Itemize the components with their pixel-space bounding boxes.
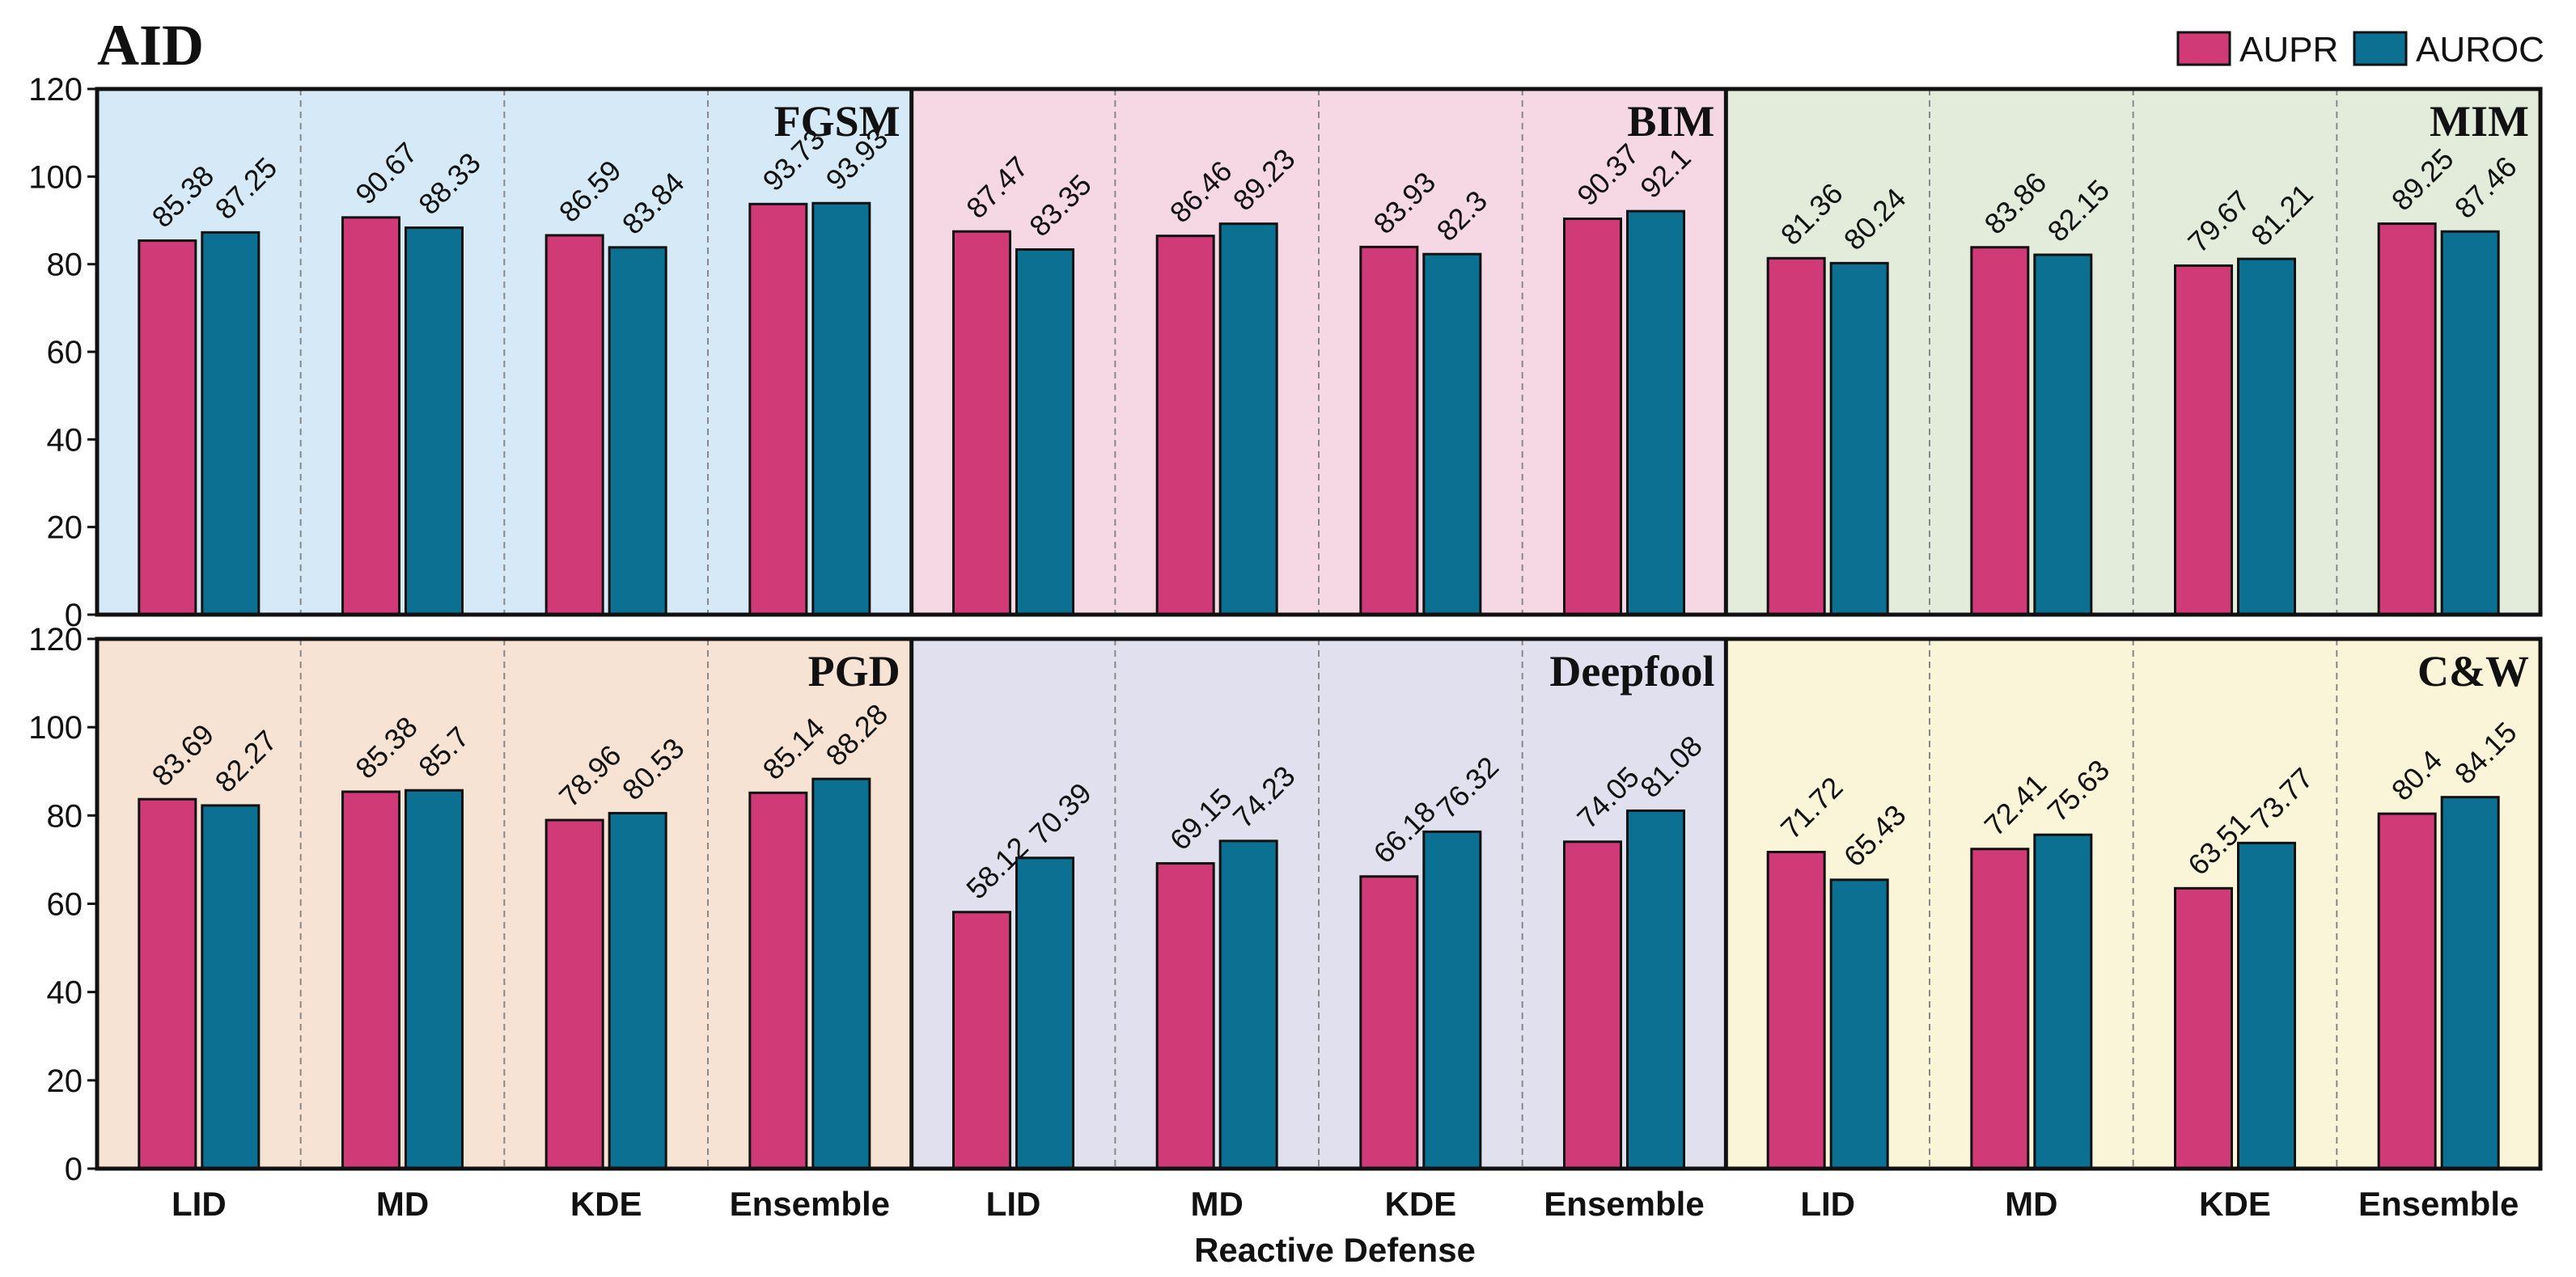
bar-aupr bbox=[2377, 222, 2437, 616]
panel-title: PGD bbox=[808, 647, 900, 696]
category-label: LID bbox=[1800, 1185, 1855, 1223]
bar-aupr bbox=[748, 202, 808, 616]
y-tick-label: 40 bbox=[47, 975, 83, 1011]
bar-auroc bbox=[1626, 209, 1685, 616]
bar-auroc bbox=[1015, 248, 1074, 616]
y-tick-label: 0 bbox=[65, 598, 83, 633]
bar-aupr bbox=[1359, 875, 1419, 1170]
legend: AUPR AUROC bbox=[2176, 30, 2544, 70]
legend-label-auroc: AUROC bbox=[2416, 30, 2544, 70]
bar-aupr bbox=[1970, 246, 2030, 616]
y-tick-label: 120 bbox=[28, 72, 83, 108]
bar-auroc bbox=[1015, 856, 1074, 1170]
y-tick-label: 80 bbox=[47, 247, 83, 283]
bar-auroc bbox=[2237, 841, 2296, 1170]
category-label: LID bbox=[172, 1185, 227, 1223]
category-label: KDE bbox=[570, 1185, 642, 1223]
bar-aupr bbox=[2174, 886, 2233, 1170]
y-tick-label: 80 bbox=[47, 798, 83, 834]
panel-title: Deepfool bbox=[1549, 647, 1714, 696]
bar-auroc bbox=[1218, 839, 1278, 1170]
x-axis-label: Reactive Defense bbox=[1194, 1231, 1476, 1269]
bar-auroc bbox=[1626, 809, 1685, 1170]
category-label: MD bbox=[2005, 1185, 2057, 1223]
y-tick-label: 20 bbox=[47, 1063, 83, 1099]
bar-aupr bbox=[138, 797, 197, 1170]
bar-auroc bbox=[1422, 830, 1482, 1170]
bar-auroc bbox=[1829, 878, 1889, 1170]
bar-auroc bbox=[811, 777, 871, 1170]
y-tick-label: 100 bbox=[28, 159, 83, 195]
category-label: MD bbox=[376, 1185, 429, 1223]
category-label: Ensemble bbox=[2358, 1185, 2519, 1223]
bar-auroc bbox=[1422, 252, 1482, 616]
y-tick-label: 20 bbox=[47, 510, 83, 546]
legend-label-aupr: AUPR bbox=[2239, 30, 2338, 70]
y-tick-label: 0 bbox=[65, 1152, 83, 1187]
bar-auroc bbox=[2237, 257, 2296, 616]
bar-auroc bbox=[811, 201, 871, 616]
bar-aupr bbox=[1359, 245, 1419, 616]
bar-aupr bbox=[341, 790, 400, 1170]
bar-auroc bbox=[201, 804, 261, 1170]
bar-aupr bbox=[952, 230, 1011, 616]
bar-auroc bbox=[2033, 833, 2093, 1170]
panel-title: FGSM bbox=[774, 97, 900, 146]
panel-title: C&W bbox=[2417, 647, 2529, 696]
bar-aupr bbox=[138, 239, 197, 616]
category-label: Ensemble bbox=[1544, 1185, 1704, 1223]
chart-title: AID bbox=[97, 13, 204, 78]
category-label: KDE bbox=[1384, 1185, 1456, 1223]
y-tick-label: 60 bbox=[47, 335, 83, 370]
bar-auroc bbox=[608, 246, 667, 616]
bar-aupr bbox=[952, 911, 1011, 1170]
bar-auroc bbox=[1218, 222, 1278, 616]
bar-aupr bbox=[1563, 840, 1622, 1170]
bar-auroc bbox=[405, 226, 464, 616]
y-tick-label: 100 bbox=[28, 710, 83, 746]
bar-aupr bbox=[1155, 235, 1215, 616]
bar-aupr bbox=[544, 234, 604, 616]
category-label: Ensemble bbox=[730, 1185, 890, 1223]
bar-auroc bbox=[2440, 796, 2500, 1170]
bar-aupr bbox=[1766, 851, 1826, 1170]
legend-swatch-auroc bbox=[2353, 31, 2408, 66]
panel-title: BIM bbox=[1627, 97, 1714, 146]
bar-auroc bbox=[1829, 261, 1889, 616]
bar-auroc bbox=[2440, 230, 2500, 616]
y-tick-label: 120 bbox=[28, 622, 83, 658]
category-label: LID bbox=[986, 1185, 1041, 1223]
bar-aupr bbox=[341, 216, 400, 616]
y-tick-label: 40 bbox=[47, 422, 83, 458]
bar-auroc bbox=[608, 811, 667, 1170]
bar-aupr bbox=[748, 791, 808, 1170]
bar-auroc bbox=[201, 230, 261, 616]
bar-auroc bbox=[405, 789, 464, 1170]
category-label: KDE bbox=[2199, 1185, 2271, 1223]
bar-aupr bbox=[1563, 217, 1622, 616]
bar-auroc bbox=[2033, 253, 2093, 616]
y-tick-label: 60 bbox=[47, 887, 83, 923]
bar-aupr bbox=[2174, 264, 2233, 616]
category-label: MD bbox=[1191, 1185, 1244, 1223]
bar-aupr bbox=[1970, 848, 2030, 1170]
bar-aupr bbox=[2377, 812, 2437, 1170]
bar-aupr bbox=[1155, 862, 1215, 1170]
bar-aupr bbox=[544, 818, 604, 1170]
legend-swatch-aupr bbox=[2176, 31, 2231, 66]
bar-aupr bbox=[1766, 256, 1826, 616]
panel-title: MIM bbox=[2430, 97, 2529, 146]
